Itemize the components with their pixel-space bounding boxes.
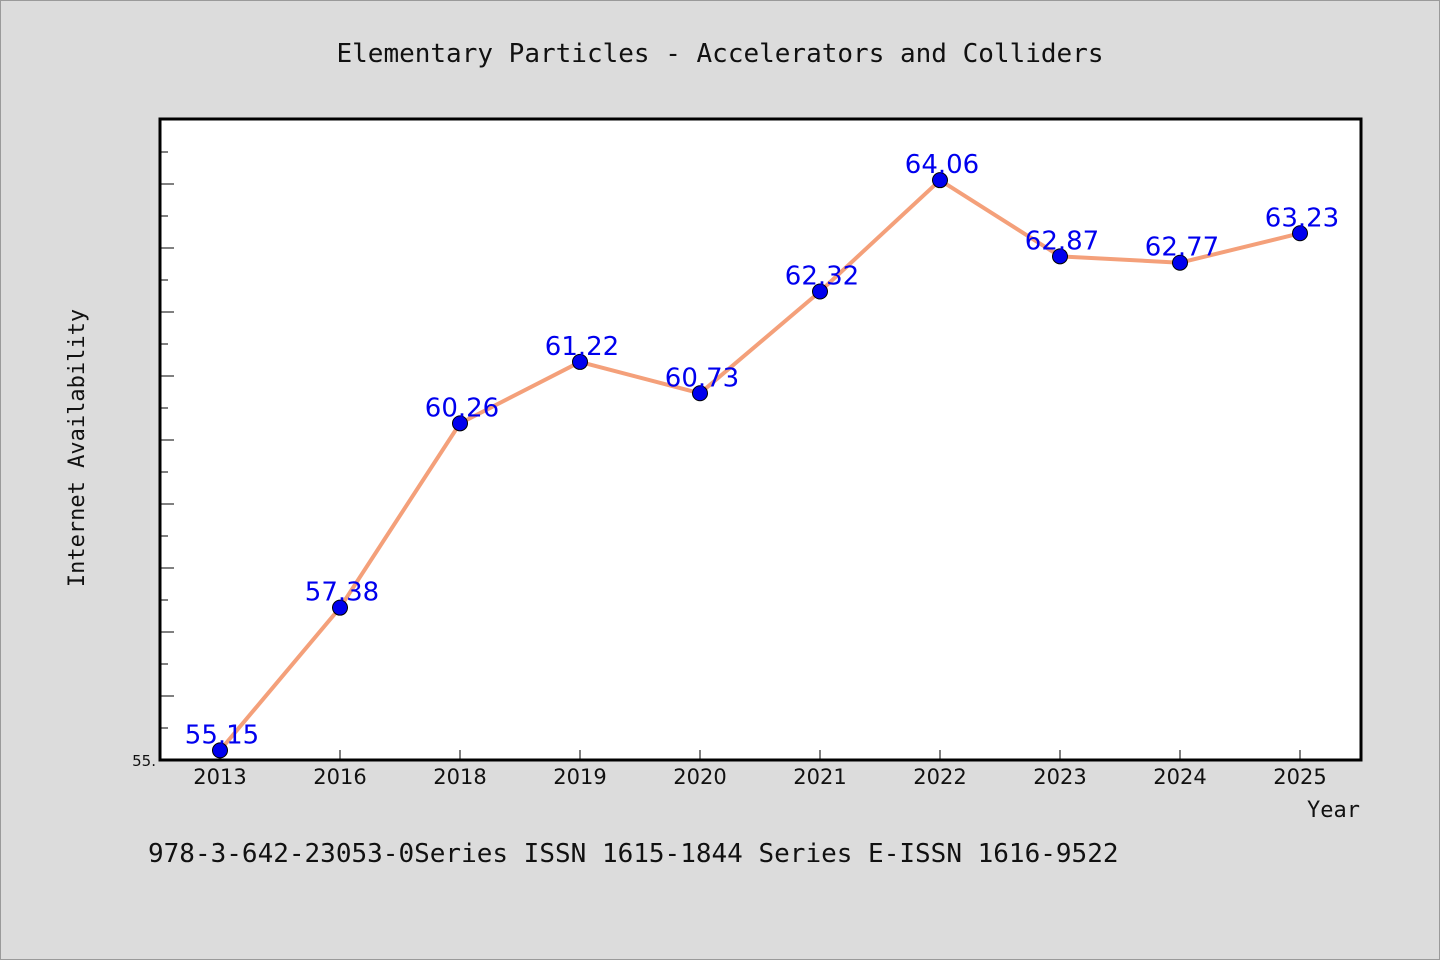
x-tick-label: 2024 [1153, 765, 1206, 789]
x-tick-label: 2020 [673, 765, 726, 789]
data-label: 60.73 [665, 363, 739, 393]
x-tick-label: 2025 [1273, 765, 1326, 789]
x-tick-label: 2013 [193, 765, 246, 789]
data-point [332, 599, 348, 616]
data-label: 64.06 [905, 150, 979, 180]
data-label: 61.22 [545, 332, 619, 362]
data-label: 62.32 [785, 262, 859, 292]
data-point [452, 415, 468, 432]
x-tick-label: 2021 [793, 765, 846, 789]
footer-isbn-text: 978-3-642-23053-0Series ISSN 1615-1844 S… [148, 839, 1119, 869]
chart-title: Elementary Particles - Accelerators and … [336, 39, 1103, 69]
y-axis-ticks [160, 119, 174, 761]
data-point [212, 742, 228, 759]
x-axis-tick-labels: 2013 2016 2018 2019 2020 2021 2022 2023 2024 2025 [193, 765, 1326, 789]
x-tick-label: 2019 [553, 765, 606, 789]
x-tick-label: 2016 [313, 765, 366, 789]
data-point [812, 283, 828, 300]
y-axis-title: Internet Availability [65, 309, 90, 587]
y-tick-label: 55. [132, 752, 156, 770]
data-point [572, 353, 588, 370]
data-label: 63.23 [1265, 203, 1339, 233]
data-point [1052, 248, 1068, 265]
x-axis-title: Year [1307, 798, 1360, 823]
series-group: 55.15 57.38 60.26 61.22 60.73 62.32 64.06 62.87… [185, 150, 1339, 759]
series-line [218, 178, 1302, 753]
data-label: 62.77 [1145, 233, 1219, 263]
x-tick-label: 2022 [913, 765, 966, 789]
data-point [932, 172, 948, 189]
data-point [1292, 225, 1308, 242]
data-point [692, 385, 708, 402]
data-label: 55.15 [185, 720, 259, 750]
plot-area [158, 117, 1363, 762]
x-tick-label: 2018 [433, 765, 486, 789]
data-point [1172, 254, 1188, 271]
data-label: 60.26 [425, 393, 499, 423]
data-label: 62.87 [1025, 226, 1099, 256]
data-label: 57.38 [305, 578, 379, 608]
x-tick-label: 2023 [1033, 765, 1086, 789]
